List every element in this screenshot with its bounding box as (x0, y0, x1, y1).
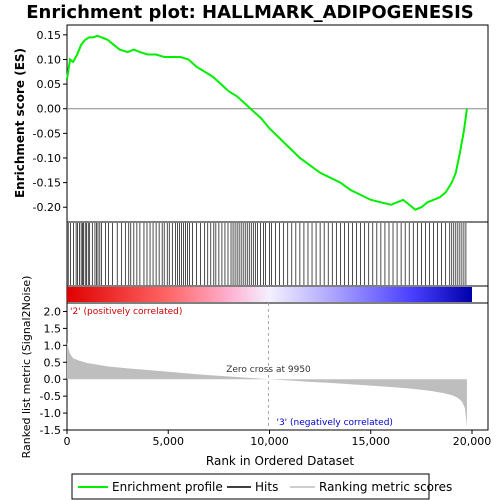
metric-y-tick-label: -0.5 (40, 390, 61, 403)
x-tick-label: 15,000 (352, 435, 391, 448)
metric-y-tick-label: 2.0 (44, 305, 62, 318)
legend-item-hits: Hits (227, 480, 278, 494)
legend-label-hits: Hits (255, 480, 278, 494)
metric-y-tick-label: 1.5 (44, 322, 62, 335)
legend-label-enrichment: Enrichment profile (112, 480, 223, 494)
hits-panel (66, 221, 489, 287)
es-y-axis-label: Enrichment score (ES) (13, 48, 27, 198)
hits-bars (67, 223, 467, 285)
metric-y-axis-label: Ranked list metric (Signal2Noise) (20, 276, 33, 459)
negative-correlation-label: '3' (negatively correlated) (276, 418, 392, 428)
x-axis: 0 5,000 10,000 15,000 20,000 (64, 430, 492, 448)
es-y-tick-label: -0.15 (33, 177, 61, 190)
es-y-axis: 0.15 0.10 0.05 0.00 -0.05 -0.10 -0.15 -0.20 (33, 29, 67, 214)
legend-item-ranking: Ranking metric scores (290, 480, 452, 494)
metric-y-tick-label: -1.0 (40, 407, 61, 420)
zero-cross-label: Zero cross at 9950 (226, 365, 311, 375)
es-y-tick-label: 0.00 (37, 103, 62, 116)
x-tick-label: 5,000 (153, 435, 185, 448)
metric-y-tick-label: 0.0 (44, 373, 62, 386)
x-tick-label: 10,000 (250, 435, 289, 448)
legend-label-ranking: Ranking metric scores (319, 480, 452, 494)
es-y-tick-label: 0.10 (37, 53, 62, 66)
metric-y-axis: 2.0 1.5 1.0 0.5 0.0 -0.5 -1.0 -1.5 (40, 305, 67, 437)
rank-color-bar (67, 287, 472, 302)
es-y-tick-label: 0.15 (37, 29, 62, 42)
es-y-tick-label: -0.10 (33, 152, 61, 165)
x-tick-label: 0 (64, 435, 71, 448)
chart-title: Enrichment plot: HALLMARK_ADIPOGENESIS (26, 2, 474, 23)
metric-y-tick-label: -1.5 (40, 424, 61, 437)
metric-y-tick-label: 0.5 (44, 356, 62, 369)
es-y-tick-label: -0.05 (33, 127, 61, 140)
legend-item-enrichment: Enrichment profile (78, 480, 223, 494)
ranking-metric-area (67, 341, 467, 427)
es-y-tick-label: 0.05 (37, 78, 62, 91)
enrichment-profile-line (66, 34, 468, 211)
es-y-tick-label: -0.20 (33, 201, 61, 214)
positive-correlation-label: '2' (positively correlated) (70, 307, 182, 317)
x-tick-label: 20,000 (453, 435, 492, 448)
x-axis-label: Rank in Ordered Dataset (206, 454, 354, 468)
es-plot-frame (66, 24, 489, 223)
metric-y-tick-label: 1.0 (44, 339, 62, 352)
